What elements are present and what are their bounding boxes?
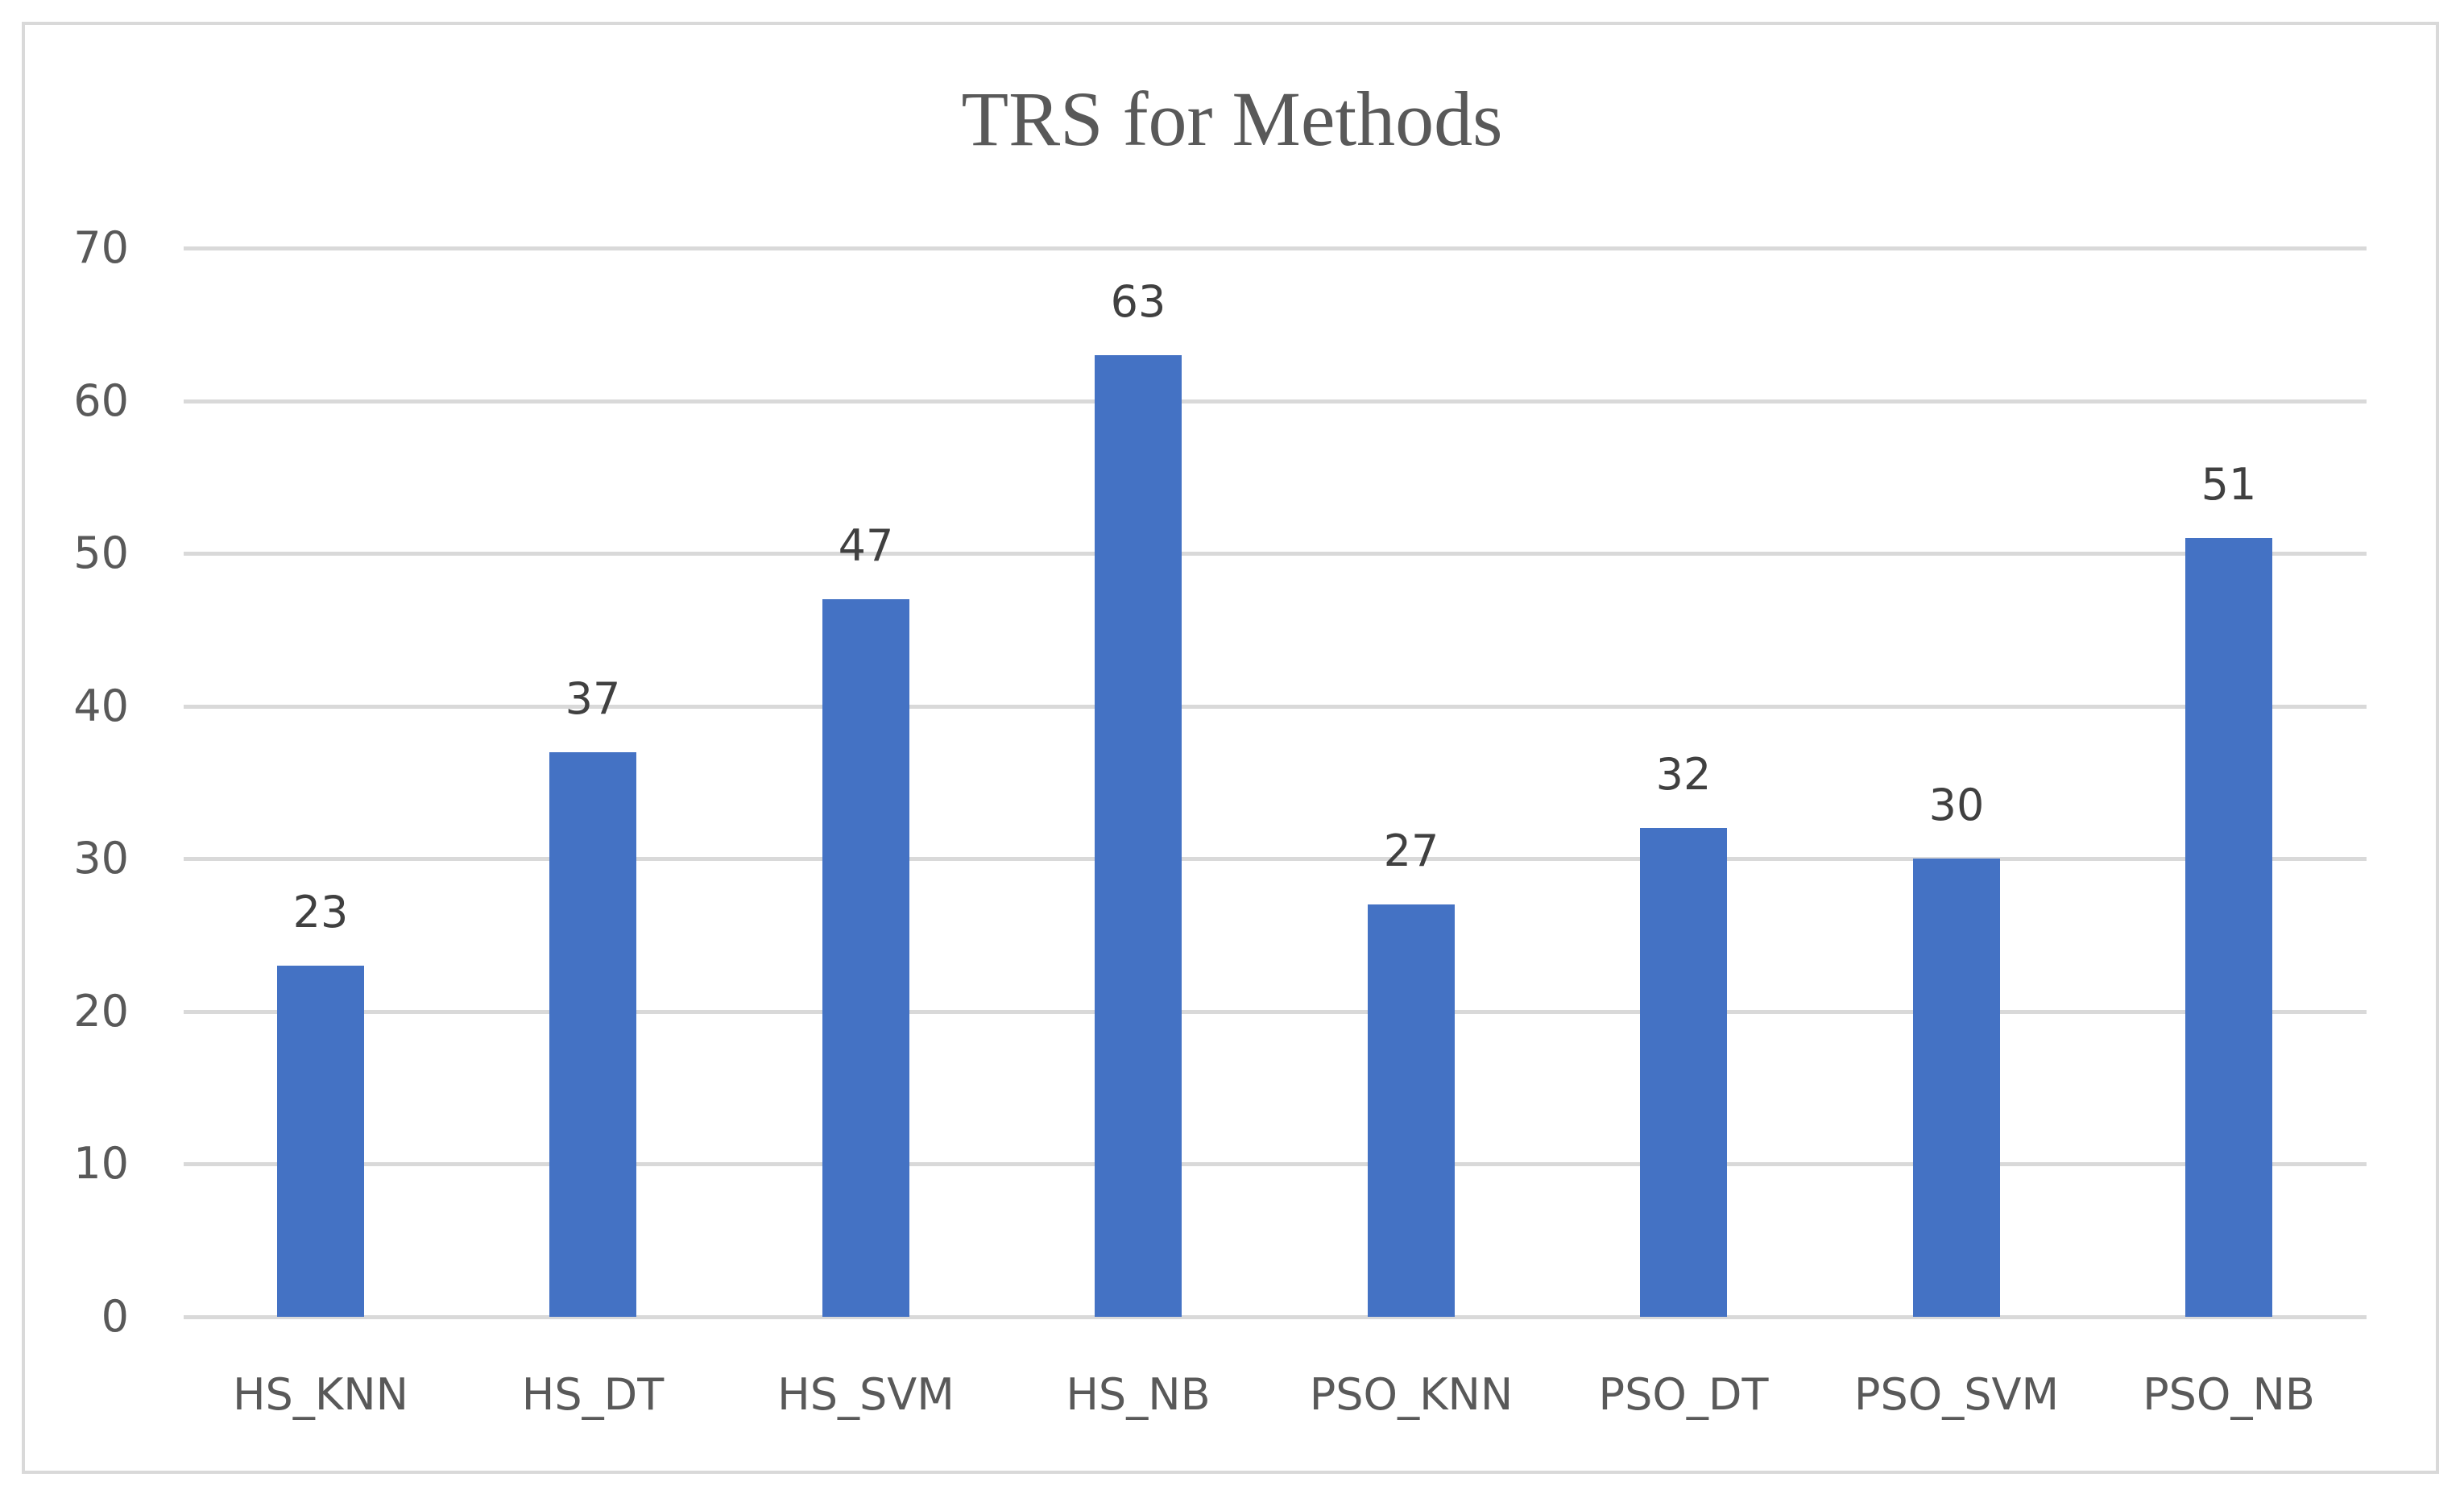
- gridline: [184, 552, 2367, 557]
- data-label: 23: [292, 886, 349, 937]
- data-label: 32: [1655, 749, 1712, 801]
- data-label: 30: [1928, 780, 1985, 831]
- y-tick-label: 0: [101, 1291, 129, 1342]
- y-tick-label: 10: [73, 1138, 129, 1190]
- y-tick-label: 60: [73, 375, 129, 426]
- y-tick-label: 20: [73, 985, 129, 1037]
- y-tick-label: 30: [73, 833, 129, 884]
- x-tick-label: PSO_KNN: [1309, 1369, 1514, 1420]
- gridline: [184, 704, 2367, 709]
- data-label: 51: [2201, 459, 2257, 511]
- gridline: [184, 399, 2367, 404]
- chart-frame: [22, 22, 2439, 1474]
- data-label: 27: [1383, 826, 1439, 877]
- y-tick-label: 70: [73, 222, 129, 273]
- x-tick-label: PSO_SVM: [1853, 1369, 2060, 1420]
- bar-pso-svm: [1913, 859, 2000, 1317]
- bar-hs-dt: [549, 751, 636, 1317]
- bar-pso-nb: [2185, 538, 2272, 1317]
- x-tick-label: HS_NB: [1066, 1369, 1211, 1420]
- bar-hs-svm: [822, 599, 909, 1317]
- x-tick-label: PSO_DT: [1598, 1369, 1769, 1420]
- y-tick-label: 50: [73, 528, 129, 579]
- data-label: 63: [1110, 275, 1166, 327]
- x-tick-label: PSO_NB: [2143, 1369, 2315, 1420]
- chart-title: TRS for Methods: [961, 76, 1503, 162]
- data-label: 47: [838, 520, 894, 571]
- bar-pso-knn: [1368, 904, 1455, 1317]
- x-tick-label: HS_SVM: [777, 1369, 955, 1420]
- bar-pso-dt: [1640, 828, 1727, 1317]
- gridline: [184, 246, 2367, 250]
- bar-hs-knn: [277, 965, 364, 1317]
- y-tick-label: 40: [73, 680, 129, 731]
- bar-hs-nb: [1095, 354, 1182, 1317]
- gridline: [184, 1162, 2367, 1167]
- data-label: 37: [565, 673, 621, 724]
- x-axis-line: [184, 1315, 2367, 1319]
- x-tick-label: HS_KNN: [232, 1369, 409, 1420]
- x-tick-label: HS_DT: [521, 1369, 665, 1420]
- gridline: [184, 1009, 2367, 1014]
- gridline: [184, 857, 2367, 862]
